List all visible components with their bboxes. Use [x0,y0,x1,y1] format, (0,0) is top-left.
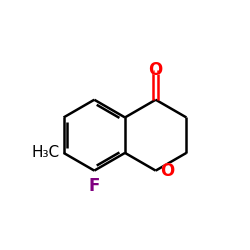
Text: O: O [148,60,163,78]
Text: H₃C: H₃C [31,146,59,160]
Text: H₃C: H₃C [26,144,59,162]
Text: O: O [160,162,175,180]
Text: O: O [148,60,163,78]
Text: F: F [88,177,100,195]
Text: F: F [88,177,101,195]
Text: O: O [160,162,174,180]
